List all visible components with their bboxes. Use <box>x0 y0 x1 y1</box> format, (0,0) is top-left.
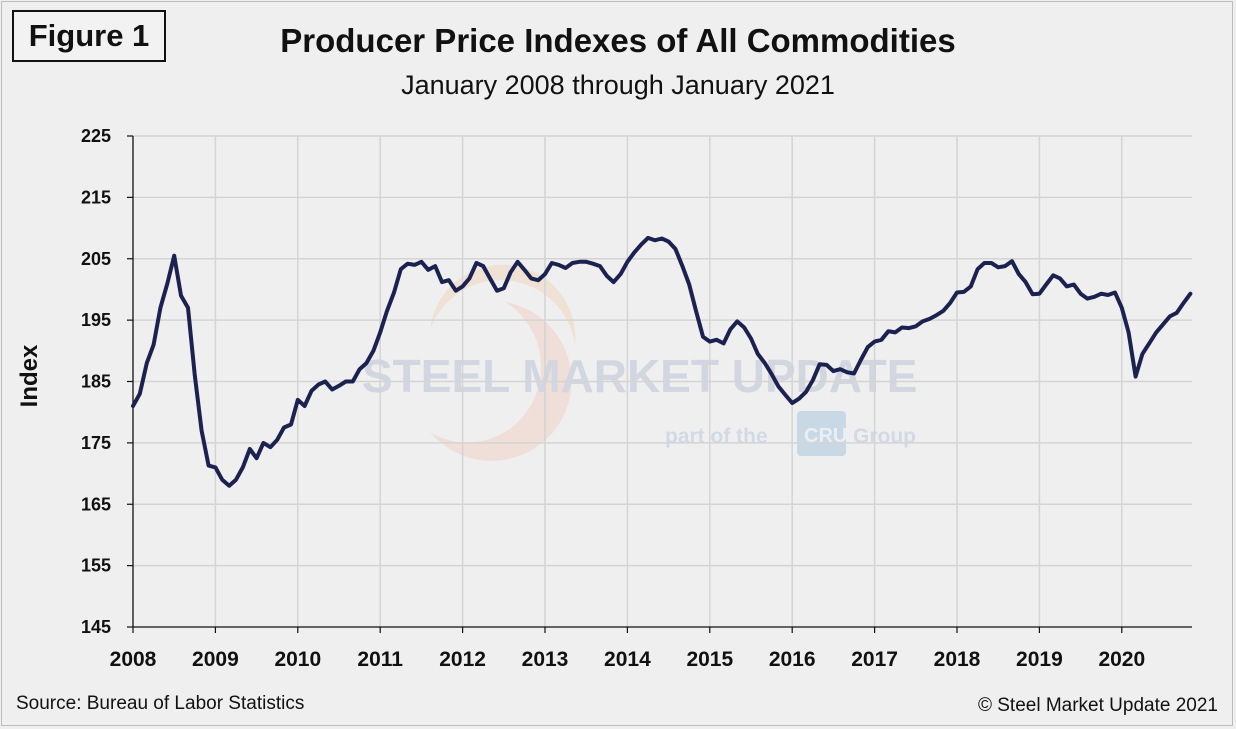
y-tick-label: 155 <box>81 556 111 576</box>
watermark-tagline-pre: part of the <box>665 425 768 448</box>
y-tick-label: 195 <box>81 310 111 330</box>
y-tick-labels: 145 155 165 175 185 195 205 215 225 <box>81 126 111 637</box>
y-tick-label: 175 <box>81 433 111 453</box>
y-tick-label: 185 <box>81 372 111 392</box>
series-group <box>131 235 1193 488</box>
y-tick-label: 205 <box>81 249 111 269</box>
cru-logo-text: CRU <box>804 425 847 447</box>
x-tick-label: 2014 <box>604 648 651 671</box>
x-tick-label: 2015 <box>686 648 733 671</box>
source-note: Source: Bureau of Labor Statistics <box>16 693 305 714</box>
x-tick-label: 2020 <box>1098 648 1145 671</box>
x-tick-label: 2012 <box>439 648 486 671</box>
figure-label: Figure 1 <box>12 10 166 62</box>
chart-subtitle: January 2008 through January 2021 <box>401 70 835 100</box>
x-tick-label: 2016 <box>769 648 816 671</box>
cru-logo-box <box>797 411 846 456</box>
y-tick-label: 215 <box>81 187 111 207</box>
grid <box>133 135 1192 627</box>
watermark-tagline-post: Group <box>853 425 916 448</box>
watermark-text: STEEL MARKET UPDATE <box>362 350 917 402</box>
x-tick-label: 2008 <box>110 648 157 671</box>
axes <box>127 135 1192 633</box>
watermark-swoosh <box>430 302 572 461</box>
x-tick-labels: 2008 2009 2010 2011 2012 2013 2014 2015 2016 2017… <box>110 648 1146 671</box>
x-tick-label: 2019 <box>1016 648 1063 671</box>
y-tick-label: 165 <box>81 494 111 514</box>
chart-title: Producer Price Indexes of All Commoditie… <box>280 22 956 59</box>
x-tick-label: 2009 <box>192 648 239 671</box>
watermark: STEEL MARKET UPDATE part of the CRU Grou… <box>362 264 917 461</box>
x-tick-label: 2011 <box>357 648 403 671</box>
series-line <box>131 235 1193 488</box>
y-tick-label: 145 <box>81 617 111 637</box>
x-tick-label: 2010 <box>274 648 321 671</box>
x-tick-label: 2017 <box>851 648 898 671</box>
x-tick-label: 2013 <box>522 648 569 671</box>
y-tick-label: 225 <box>81 126 111 146</box>
x-tick-label: 2018 <box>934 648 981 671</box>
copyright-note: © Steel Market Update 2021 <box>977 695 1218 716</box>
